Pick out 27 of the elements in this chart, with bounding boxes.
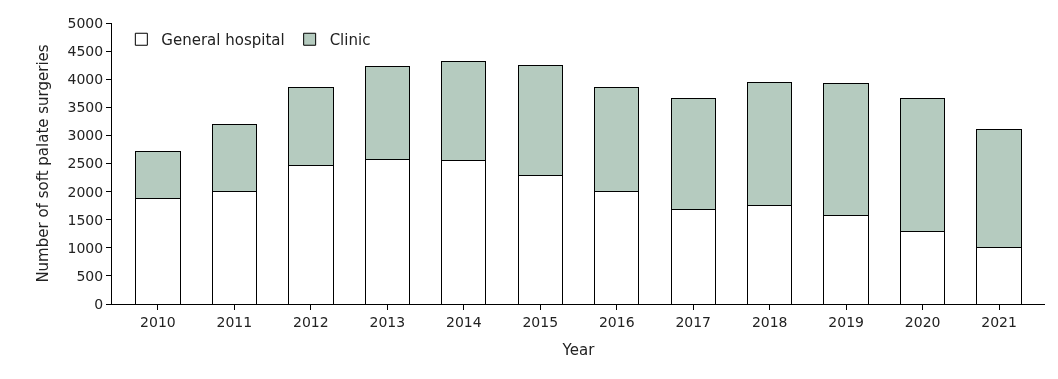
legend-label: General hospital bbox=[161, 31, 285, 50]
y-tick-label: 500 bbox=[76, 267, 104, 284]
x-tick-label: 2015 bbox=[522, 313, 559, 330]
x-tick-label: 2014 bbox=[445, 313, 482, 330]
y-tick-label: 1000 bbox=[67, 239, 104, 256]
x-tick-label: 2010 bbox=[140, 313, 176, 330]
x-tick-label: 2020 bbox=[904, 313, 941, 330]
y-tick-label: 2000 bbox=[67, 183, 104, 200]
y-tick-label: 4500 bbox=[67, 43, 104, 59]
y-tick-label: 5000 bbox=[67, 14, 104, 31]
x-tick-label: 2011 bbox=[216, 313, 253, 330]
x-tick-label: 2021 bbox=[981, 313, 1017, 330]
y-tick-label: 4000 bbox=[67, 71, 104, 88]
y-axis-title: Number of soft palate surgeries bbox=[33, 44, 52, 283]
y-tick-label: 2500 bbox=[67, 155, 104, 172]
x-tick-label: 2017 bbox=[675, 313, 712, 330]
y-tick-label: 1500 bbox=[67, 211, 104, 228]
legend-label: Clinic bbox=[329, 31, 371, 50]
x-tick-label: 2013 bbox=[369, 313, 406, 330]
x-tick-label: 2018 bbox=[751, 313, 788, 330]
x-axis-title: Year bbox=[561, 340, 596, 359]
y-tick-label: 3000 bbox=[67, 127, 104, 144]
y-tick-label: 0 bbox=[94, 295, 104, 312]
x-tick-label: 2019 bbox=[828, 313, 864, 330]
x-tick-label: 2016 bbox=[598, 313, 635, 330]
y-tick-label: 3500 bbox=[67, 99, 104, 116]
x-tick-label: 2012 bbox=[293, 313, 329, 330]
